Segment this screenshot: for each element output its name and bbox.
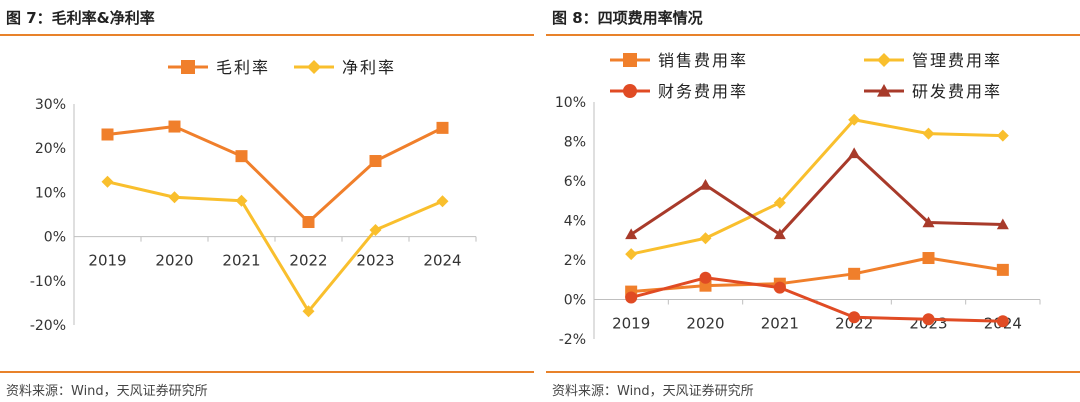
y-tick-label: 10%	[35, 185, 66, 201]
data-point	[168, 191, 181, 204]
legend-marker	[877, 53, 891, 67]
data-point	[235, 194, 248, 207]
legend-label: 净利率	[342, 58, 396, 77]
chart-title: 图 7：毛利率&净利率	[6, 9, 155, 27]
data-point	[369, 155, 382, 168]
data-point	[101, 175, 114, 188]
legend-label: 管理费用率	[912, 51, 1002, 70]
legend-marker	[623, 84, 637, 98]
chart-title: 图 8：四项费用率情况	[552, 9, 703, 27]
data-point	[699, 232, 712, 245]
expense-ratio-chart: 10%8%6%4%2%0%-2%201920202021202220232024…	[555, 51, 1041, 348]
legend-label: 毛利率	[216, 58, 270, 77]
x-tick-label: 2023	[356, 252, 394, 270]
top-divider	[546, 34, 1080, 36]
data-point	[101, 128, 114, 141]
bottom-divider	[0, 371, 534, 373]
data-point	[625, 291, 638, 304]
data-point	[235, 150, 248, 163]
data-point	[996, 218, 1009, 230]
chart-panel-right: 图 8：四项费用率情况 10% 8% 6% 4% 2% 0% -2% 2019 2020 2021…	[546, 0, 1080, 402]
data-point	[996, 129, 1009, 142]
x-tick-label: 2022	[289, 252, 327, 270]
data-point	[848, 267, 861, 280]
x-tick-label: 2019	[612, 315, 650, 333]
y-tick-label: 0%	[44, 230, 66, 246]
data-point	[625, 248, 638, 261]
legend-marker	[877, 84, 891, 97]
series-line-1-2	[630, 276, 1003, 323]
series-line-1-0	[631, 256, 1004, 294]
x-tick-label: 2020	[155, 252, 193, 270]
y-tick-label: 20%	[35, 141, 66, 157]
chart-panel-left: 图 7：毛利率&净利率 30% 20% 10% 0% -10% -20% 2019 2020 2…	[0, 0, 534, 402]
y-tick-label: 4%	[564, 214, 586, 230]
series-line-1-1	[630, 118, 1003, 256]
y-tick-label: 0%	[564, 293, 586, 309]
bottom-divider	[546, 371, 1080, 373]
data-point	[625, 228, 638, 240]
data-point	[699, 178, 712, 190]
y-tick-label: 10%	[555, 95, 586, 111]
data-point	[773, 281, 786, 294]
data-point	[773, 196, 786, 209]
data-point	[436, 121, 449, 134]
legend-marker	[181, 60, 195, 74]
data-point	[302, 216, 315, 229]
data-point	[996, 263, 1009, 276]
x-tick-label: 2019	[88, 252, 126, 270]
x-tick-label: 2024	[423, 252, 461, 270]
series-line-0-1	[107, 180, 444, 313]
margin-chart: 30% 20% 10% 0% -10% -20% 2019 2020 2021 2022 2023 2…	[30, 58, 477, 334]
x-tick-label: 2020	[686, 315, 724, 333]
data-point	[848, 147, 861, 159]
top-divider	[0, 34, 534, 36]
data-point	[848, 311, 861, 324]
y-tick-label: -10%	[30, 274, 66, 290]
source-note: 资料来源：Wind，天风证券研究所	[6, 384, 208, 399]
legend-label: 研发费用率	[912, 82, 1002, 101]
data-point	[922, 313, 935, 326]
y-tick-label: 30%	[35, 97, 66, 113]
data-point	[436, 195, 449, 208]
legend-label: 财务费用率	[658, 82, 748, 101]
x-tick-label: 2021	[222, 252, 260, 270]
data-point	[922, 127, 935, 140]
x-tick-label: 2021	[761, 315, 799, 333]
data-point	[168, 120, 181, 133]
source-note: 资料来源：Wind，天风证券研究所	[552, 384, 754, 399]
data-point	[922, 252, 935, 265]
y-tick-label: -20%	[30, 318, 66, 334]
series-line-0-0	[107, 125, 444, 224]
y-tick-label: 8%	[564, 135, 586, 151]
legend-marker	[307, 60, 321, 74]
series-line-1-3	[630, 151, 1003, 236]
data-point	[848, 113, 861, 126]
data-point	[369, 223, 382, 236]
y-tick-label: 6%	[564, 174, 586, 190]
data-point	[773, 228, 786, 240]
data-point	[302, 305, 315, 318]
y-tick-label: 2%	[564, 253, 586, 269]
data-point	[996, 315, 1009, 328]
data-point	[922, 216, 935, 228]
y-tick-label: -2%	[559, 332, 586, 348]
legend-marker	[623, 53, 637, 67]
legend-label: 销售费用率	[658, 51, 748, 70]
data-point	[699, 271, 712, 284]
